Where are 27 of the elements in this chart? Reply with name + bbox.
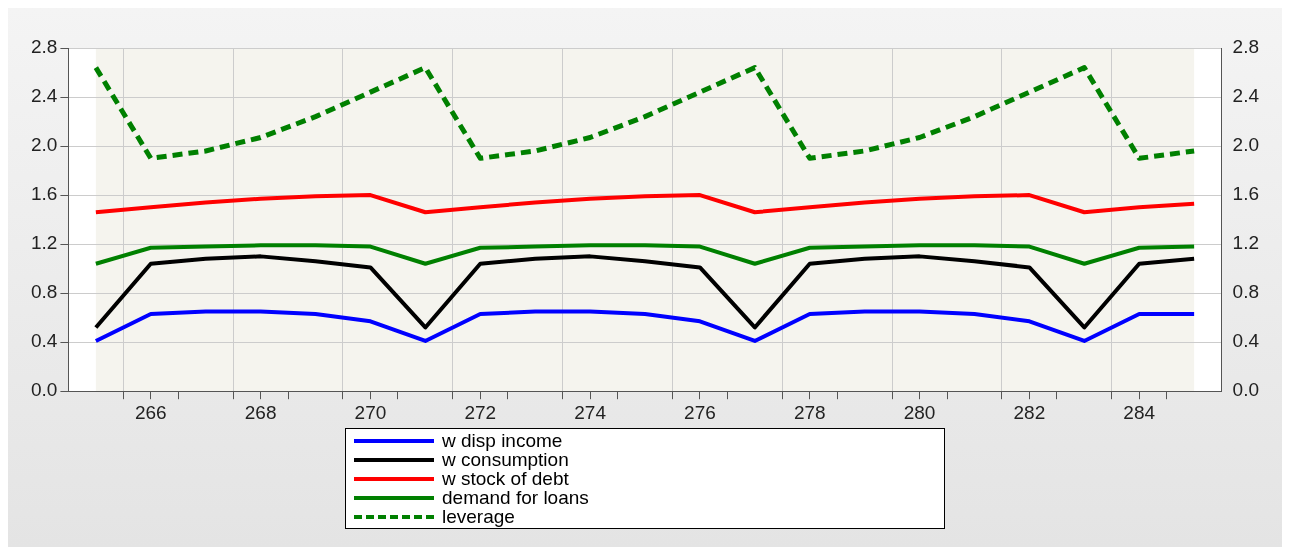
y2-tick-label: 0.8	[1232, 281, 1260, 303]
x-tick-label: 280	[903, 401, 936, 423]
y2-tick-label: 0.4	[1232, 330, 1260, 352]
legend-label: w disp income	[442, 429, 563, 451]
x-tick-label: 272	[464, 401, 497, 423]
y2-tick-label: 2.4	[1232, 85, 1260, 107]
x-tick-label: 284	[1123, 401, 1156, 423]
y-tick-label: 0.8	[30, 281, 58, 303]
y2-tick-label: 2.0	[1232, 134, 1260, 156]
x-tick-label: 266	[134, 401, 167, 423]
x-tick-label: 274	[574, 401, 607, 423]
y-tick-label: 2.4	[30, 85, 58, 107]
y2-tick-label: 0.0	[1232, 379, 1260, 401]
y-tick-label: 1.2	[30, 232, 58, 254]
y-tick-label: 0.0	[30, 379, 58, 401]
x-tick-label: 276	[684, 401, 716, 423]
x-tick-label: 282	[1013, 401, 1046, 423]
x-tick-label: 268	[244, 401, 277, 423]
x-tick-label: 270	[354, 401, 387, 423]
y-tick-label: 1.6	[30, 183, 58, 205]
y2-tick-label: 1.2	[1232, 232, 1260, 254]
y-tick-label: 2.0	[30, 134, 58, 156]
x-tick-label: 278	[793, 401, 826, 423]
y-tick-label: 0.4	[30, 330, 58, 352]
y2-tick-label: 2.8	[1232, 36, 1260, 58]
y-tick-label: 2.8	[30, 36, 58, 58]
y2-tick-label: 1.6	[1232, 183, 1260, 205]
